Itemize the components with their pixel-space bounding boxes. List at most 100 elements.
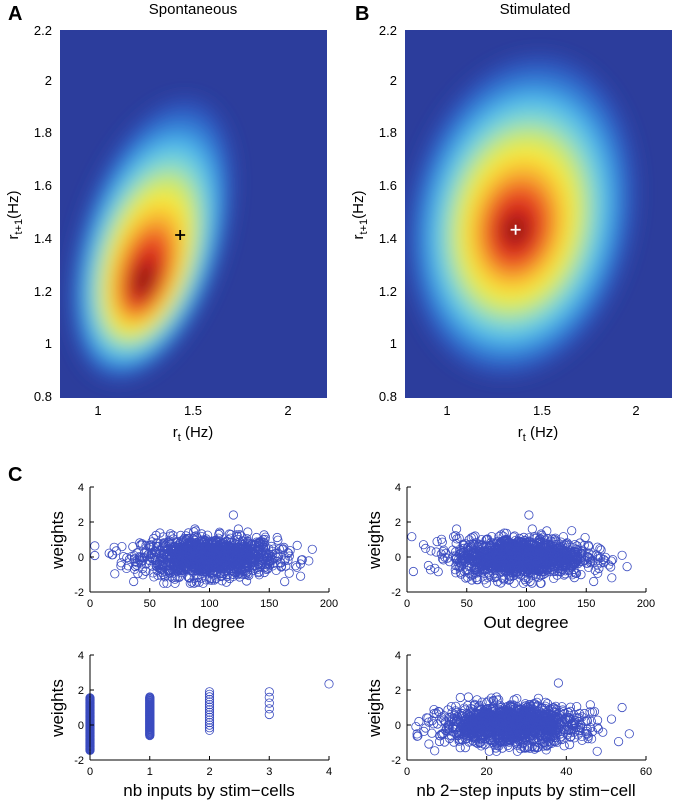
scatter-point (190, 565, 200, 576)
scatter-point (280, 576, 290, 587)
scatter-point (414, 716, 424, 727)
scatter-point (221, 577, 231, 587)
scatter-point (110, 569, 120, 579)
c4-xtick-0: 0 (404, 766, 410, 778)
scatter-point (521, 576, 531, 586)
scatter-point (104, 548, 114, 558)
scatter-point (162, 578, 172, 588)
scatter-point (589, 576, 599, 587)
b-xtick-2: 2 (632, 403, 639, 418)
scatter-point (272, 532, 282, 543)
scatter-point (189, 556, 199, 566)
scatter-point (170, 574, 180, 584)
scatter-point (129, 554, 139, 564)
scatter-point (147, 537, 157, 547)
c1-xtick-200: 200 (320, 598, 338, 610)
scatter-point (221, 537, 231, 547)
scatter-point (204, 575, 214, 585)
c3-xtick-0: 0 (87, 766, 93, 778)
scatter-point (576, 569, 586, 580)
scatter-point (187, 577, 197, 587)
c2-ytick-neg2: -2 (391, 587, 401, 599)
scatter-point (90, 550, 100, 561)
c1-ytick-0: 0 (78, 552, 84, 564)
c2-xtick-50: 50 (461, 598, 473, 610)
scatter-point (211, 573, 221, 584)
scatter-point (467, 575, 477, 585)
scatter-point (606, 556, 616, 566)
b-xlabel: rt (Hz) (518, 424, 559, 444)
scatter-point (161, 558, 171, 568)
scatter-point (129, 551, 139, 561)
scatter-point (154, 560, 164, 571)
scatter-point (242, 576, 252, 586)
scatter-point (198, 578, 208, 588)
scatter-point (243, 527, 253, 537)
scatter-point (149, 572, 159, 582)
scatter-point (213, 553, 223, 563)
scatter-point (189, 527, 199, 537)
scatter-point (579, 540, 589, 550)
scatter-point (171, 553, 181, 563)
heatmap-b-mean-marker (510, 224, 521, 235)
scatter-point (430, 563, 440, 573)
scatter-point (149, 552, 160, 563)
scatter-point (228, 550, 238, 560)
panel-letter-a: A (8, 3, 22, 25)
scatter-point (203, 551, 213, 562)
scatter-in-degree: 4 2 0 -2 0 50 100 150 200 In degree weig… (48, 482, 338, 632)
scatter-point (433, 567, 443, 577)
heatmap-b (405, 30, 672, 398)
scatter-point (116, 561, 126, 571)
scatter-point (535, 578, 546, 588)
scatter-point (140, 548, 150, 558)
scatter-point (268, 546, 278, 556)
scatter-point (90, 541, 100, 551)
panel-b: B Stimulated 2.2 2 1.8 1.6 1.4 1.2 1 0.8… (350, 1, 672, 444)
b-ytick-2.2: 2.2 (379, 23, 397, 38)
scatter-point (159, 578, 169, 588)
a-ytick-0.8: 0.8 (34, 389, 52, 404)
c1-ticks (90, 486, 330, 592)
a-ytick-1.4: 1.4 (34, 231, 52, 246)
scatter-point (613, 736, 624, 747)
scatter-point (606, 562, 616, 572)
scatter-point (233, 538, 243, 548)
scatter-point (204, 553, 214, 563)
c1-xtick-150: 150 (260, 598, 278, 610)
b-xtick-1.5: 1.5 (533, 403, 551, 418)
scatter-point (606, 714, 617, 724)
scatter-point (142, 547, 152, 557)
c2-xtick-150: 150 (577, 598, 595, 610)
b-ytick-1.6: 1.6 (379, 178, 397, 193)
scatter-point (174, 572, 184, 582)
scatter-point (182, 557, 192, 567)
scatter-point (138, 564, 148, 574)
scatter-point (201, 575, 211, 585)
scatter-point (163, 545, 173, 555)
scatter-point (273, 552, 284, 562)
scatter-point (207, 573, 217, 584)
scatter-stim-inputs: 4 2 0 -2 0 1 2 3 4 nb inputs by stim−cel… (48, 650, 334, 800)
scatter-point (407, 532, 417, 542)
scatter-point (233, 531, 243, 542)
scatter-point (217, 576, 227, 586)
scatter-point (191, 526, 201, 536)
heatmap-a-contour-10 (132, 262, 155, 298)
b-xtick-1: 1 (443, 403, 450, 418)
scatter-point (617, 550, 627, 560)
scatter-point (193, 572, 203, 583)
scatter-point (117, 541, 127, 552)
scatter-point (617, 702, 627, 713)
scatter-point (168, 534, 178, 544)
scatter-2step-inputs: 4 2 0 -2 0 20 40 60 nb 2−step inputs by … (365, 650, 652, 800)
scatter-point (579, 555, 590, 566)
scatter-point (426, 546, 436, 556)
scatter-point (242, 560, 252, 570)
scatter-point (233, 557, 243, 567)
a-xtick-1: 1 (94, 403, 101, 418)
c3-xtick-2: 2 (206, 766, 212, 778)
a-ytick-2.2: 2.2 (34, 23, 52, 38)
scatter-point (185, 539, 195, 549)
c2-ylabel: weights (365, 511, 384, 570)
